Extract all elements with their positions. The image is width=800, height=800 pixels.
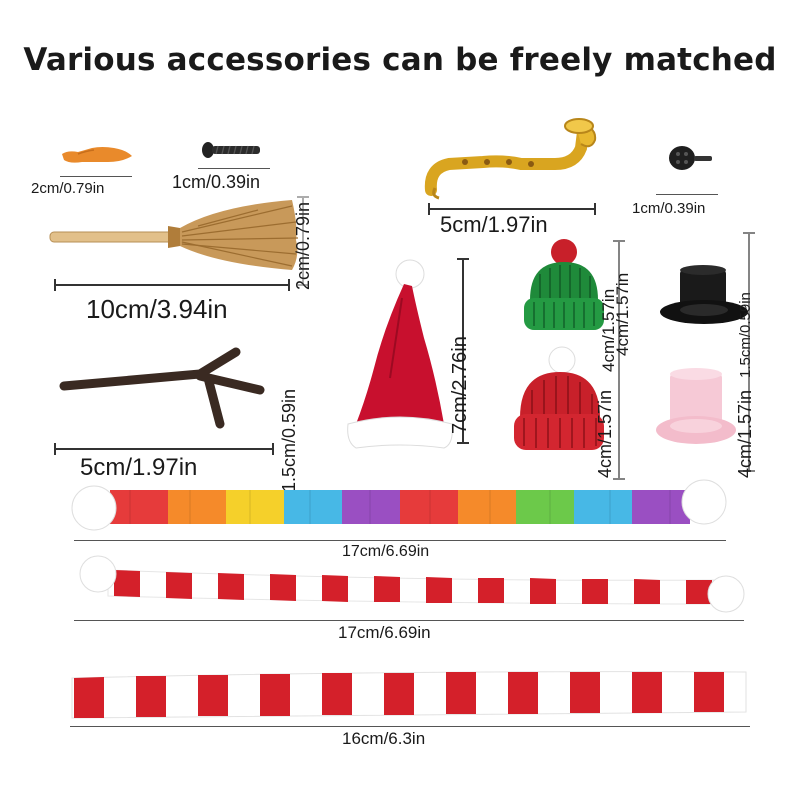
flat-scarf-size-label: 16cm/6.3in <box>342 729 426 748</box>
arms-ruler <box>54 443 274 455</box>
red-white-scarf-icon <box>79 555 745 613</box>
black-top-hat-icon <box>660 265 748 324</box>
broom-ruler <box>54 279 290 291</box>
red-white-scarf-ruler <box>74 620 744 621</box>
button-icon <box>669 146 712 170</box>
twig-arms-icon <box>59 347 265 429</box>
green-beanie-size-label-b: 4cm/1.57in <box>613 272 632 356</box>
rainbow-scarf-ruler <box>74 540 726 541</box>
top-hat-ruler <box>743 232 755 472</box>
red-beanie-icon <box>514 346 604 450</box>
santa-hat-size-label: 7cm/2.76in <box>449 336 471 434</box>
red-white-scarf-size-label: 17cm/6.69in <box>338 623 431 642</box>
button-ruler <box>656 194 718 195</box>
screw-icon <box>202 142 260 158</box>
broom-icon <box>49 200 299 270</box>
broom-height-ruler <box>297 196 309 286</box>
flat-striped-scarf-icon <box>71 671 747 719</box>
headline: Various accessories can be freely matche… <box>23 42 777 78</box>
flat-scarf-ruler <box>70 726 750 727</box>
carrot-ruler <box>60 176 132 177</box>
top-hat-height-label: 1.5cm/0.59in <box>737 292 754 378</box>
screw-size-label: 1cm/0.39in <box>172 172 261 192</box>
saxophone-ruler <box>428 203 596 215</box>
pink-top-hat-icon <box>656 368 736 444</box>
pink-top-hat-size-label: 4cm/1.57in <box>735 389 755 478</box>
rainbow-scarf-size-label: 17cm/6.69in <box>342 543 430 560</box>
button-size-label: 1cm/0.39in <box>632 200 706 217</box>
screw-ruler <box>198 168 270 169</box>
saxophone-size-label: 5cm/1.97in <box>440 212 548 237</box>
beanie-ruler <box>613 240 625 480</box>
rainbow-scarf-icon <box>71 479 727 531</box>
carrot-nose-icon <box>62 147 132 163</box>
santa-hat-icon <box>347 259 453 449</box>
saxophone-icon <box>424 118 597 200</box>
carrot-size-label: 2cm/0.79in <box>31 180 105 197</box>
broom-size-label: 10cm/3.94in <box>86 294 228 324</box>
green-beanie-icon <box>524 239 604 330</box>
arms-size-label: 5cm/1.97in <box>80 454 198 481</box>
red-beanie-size-label: 4cm/1.57in <box>595 389 615 478</box>
santa-hat-ruler <box>457 258 469 444</box>
